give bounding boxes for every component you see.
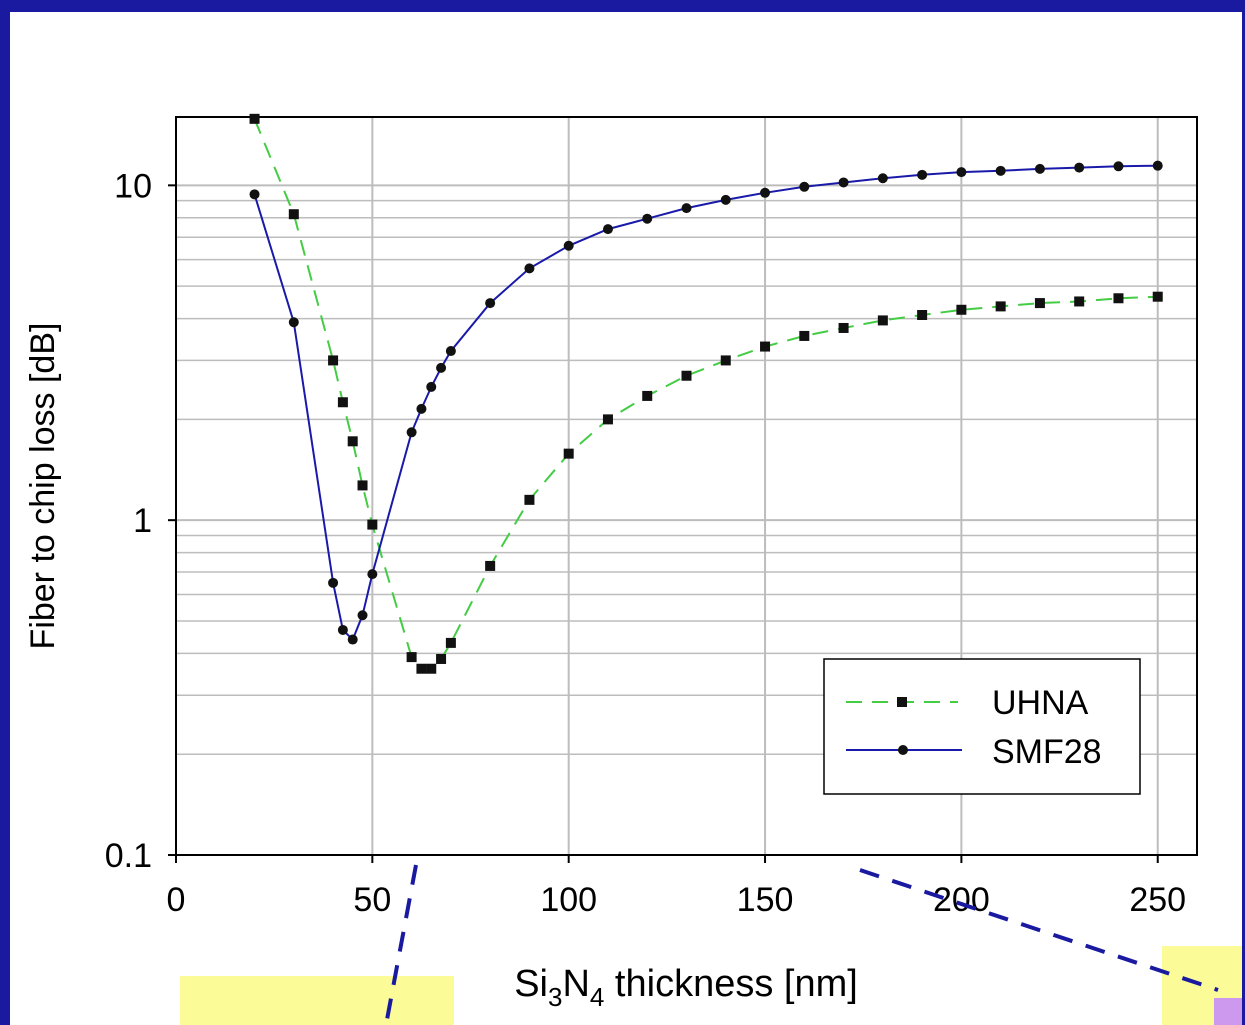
data-point-smf28 <box>720 194 731 205</box>
data-point-uhna <box>426 663 437 674</box>
data-point-smf28 <box>681 203 692 214</box>
data-point-uhna <box>249 113 260 124</box>
data-point-smf28 <box>249 189 260 200</box>
data-point-uhna <box>720 355 731 366</box>
data-point-uhna <box>877 315 888 326</box>
data-point-smf28 <box>288 317 299 328</box>
slide-border-top <box>0 0 1245 12</box>
data-point-smf28 <box>1074 162 1085 173</box>
x-axis-label: Si3N4 thickness [nm] <box>514 963 858 1012</box>
data-point-smf28 <box>1034 163 1045 174</box>
plot-frame <box>175 116 1198 856</box>
legend-smf28-marker <box>898 745 908 755</box>
highlight-box-left <box>180 976 454 1025</box>
data-point-smf28 <box>347 634 358 645</box>
legend-box <box>823 658 1141 795</box>
data-point-uhna <box>406 652 417 663</box>
legend-uhna-label: UHNA <box>992 684 1089 722</box>
slide-border-right <box>1242 0 1245 1025</box>
data-point-smf28 <box>406 427 417 438</box>
data-point-uhna <box>347 436 358 447</box>
data-point-uhna <box>524 494 535 505</box>
data-point-uhna <box>642 390 653 401</box>
data-point-smf28 <box>877 173 888 184</box>
data-point-smf28 <box>995 165 1006 176</box>
x-label-mid: N <box>562 963 589 1005</box>
data-point-uhna <box>760 341 771 352</box>
legend-smf28-label: SMF28 <box>992 733 1102 771</box>
data-point-smf28 <box>563 240 574 251</box>
data-point-smf28 <box>1113 161 1124 172</box>
data-point-smf28 <box>367 569 378 580</box>
data-point-uhna <box>838 322 849 333</box>
x-label-sub1: 3 <box>548 982 562 1012</box>
data-point-smf28 <box>485 298 496 309</box>
data-point-uhna <box>337 397 348 408</box>
highlight-box-violet <box>1214 998 1242 1025</box>
data-point-uhna <box>288 209 299 220</box>
x-tick-label: 200 <box>933 881 990 919</box>
series-smf28 <box>249 160 1163 645</box>
series-line-uhna <box>253 118 1158 670</box>
x-tick-label: 0 <box>167 881 186 919</box>
data-point-smf28 <box>642 213 653 224</box>
data-point-smf28 <box>436 362 447 373</box>
data-point-smf28 <box>602 224 613 235</box>
data-point-smf28 <box>1152 160 1163 171</box>
data-point-uhna <box>1113 293 1124 304</box>
series-layer <box>249 113 1163 674</box>
y-axis-ticks: 0.1 1 10 <box>105 167 176 875</box>
x-axis-ticks: 0 50 100 150 200 250 <box>167 855 1186 919</box>
legend: UHNA SMF28 <box>823 658 1141 795</box>
y-tick-label: 1 <box>133 502 152 540</box>
x-tick-label: 150 <box>737 881 794 919</box>
data-point-uhna <box>1034 298 1045 309</box>
x-label-suffix: thickness [nm] <box>604 963 857 1005</box>
data-point-uhna <box>367 519 378 530</box>
data-point-uhna <box>357 480 368 491</box>
data-point-uhna <box>485 560 496 571</box>
x-tick-label: 100 <box>540 881 597 919</box>
data-point-uhna <box>328 355 339 366</box>
data-point-smf28 <box>956 167 967 178</box>
data-point-uhna <box>445 637 456 648</box>
x-tick-label: 250 <box>1129 881 1186 919</box>
data-point-smf28 <box>357 610 368 621</box>
y-axis-label: Fiber to chip loss [dB] <box>24 323 62 650</box>
data-point-smf28 <box>917 169 928 180</box>
data-point-uhna <box>602 414 613 425</box>
data-point-smf28 <box>416 403 427 414</box>
data-point-uhna <box>799 330 810 341</box>
callout-dashed-line-right <box>859 868 1219 992</box>
data-point-uhna <box>1074 296 1085 307</box>
data-point-smf28 <box>426 381 437 392</box>
slide-border-left <box>0 0 10 1025</box>
data-point-uhna <box>563 448 574 459</box>
data-point-smf28 <box>799 181 810 192</box>
data-point-smf28 <box>838 177 849 188</box>
data-point-uhna <box>1152 291 1163 302</box>
x-tick-label: 50 <box>353 881 391 919</box>
data-point-uhna <box>956 304 967 315</box>
x-label-sub2: 4 <box>590 982 604 1012</box>
data-point-smf28 <box>524 263 535 274</box>
data-point-uhna <box>995 301 1006 312</box>
data-point-uhna <box>681 370 692 381</box>
data-point-uhna <box>416 663 427 674</box>
data-point-smf28 <box>760 187 771 198</box>
y-tick-label: 10 <box>114 167 152 205</box>
data-point-smf28 <box>328 577 339 588</box>
data-point-smf28 <box>445 346 456 357</box>
data-point-uhna <box>436 653 447 664</box>
y-tick-label: 0.1 <box>105 837 152 875</box>
data-point-smf28 <box>337 624 348 635</box>
data-point-uhna <box>917 309 928 320</box>
series-uhna <box>249 113 1163 674</box>
x-label-prefix: Si <box>514 963 548 1005</box>
legend-uhna-marker <box>897 697 907 707</box>
callout-dashed-line-left <box>384 864 418 1025</box>
